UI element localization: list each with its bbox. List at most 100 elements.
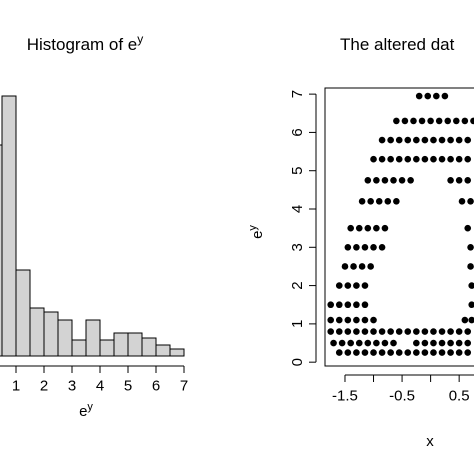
bar [71, 339, 87, 357]
point [378, 136, 386, 144]
bar [15, 269, 31, 357]
point [335, 328, 343, 335]
point [335, 282, 343, 289]
point [433, 92, 440, 100]
y-tick-label: 1 [289, 320, 306, 328]
point [393, 117, 400, 125]
point [367, 198, 374, 205]
x-tick-label: -0.5 [389, 387, 415, 404]
point [387, 328, 394, 335]
point [373, 224, 380, 232]
point [464, 339, 472, 347]
y-tick-label: 5 [289, 167, 306, 175]
point [447, 339, 454, 347]
y-tick-label: 4 [289, 205, 306, 213]
point [424, 92, 432, 100]
point [353, 282, 360, 289]
bar [113, 332, 129, 357]
point [353, 328, 360, 335]
point [455, 136, 463, 144]
point [430, 136, 437, 144]
point [378, 155, 386, 163]
bar [127, 332, 143, 357]
y-tick-label: 3 [289, 243, 306, 251]
point [381, 339, 389, 347]
plot-box [324, 87, 474, 367]
hist-title: Histogram of ey [27, 32, 144, 54]
point [344, 316, 352, 324]
y-tick-label: 7 [289, 90, 306, 98]
point [393, 198, 400, 205]
point [367, 263, 374, 270]
point [341, 263, 349, 270]
point [370, 316, 377, 324]
bar [43, 311, 59, 357]
point [404, 328, 412, 335]
point [441, 92, 449, 100]
point [344, 301, 352, 309]
point [335, 349, 343, 356]
x-tick-label: 2 [40, 377, 48, 394]
point [430, 155, 437, 163]
point [447, 328, 454, 335]
point [470, 117, 474, 125]
point [344, 282, 352, 289]
point [413, 349, 420, 356]
point [353, 243, 360, 251]
point [355, 224, 363, 232]
point [407, 176, 414, 184]
point [467, 263, 474, 270]
point [327, 301, 335, 309]
bar [141, 337, 157, 357]
point [395, 328, 403, 335]
point [370, 243, 377, 251]
x-tick-label: 3 [68, 377, 76, 394]
x-tick-label: 4 [96, 377, 104, 394]
point [404, 155, 412, 163]
point [381, 176, 389, 184]
point [370, 328, 377, 335]
bar [1, 95, 17, 357]
bar [57, 319, 73, 357]
point [338, 339, 346, 347]
point [464, 136, 472, 144]
point [370, 349, 377, 356]
point [347, 339, 354, 347]
bar [29, 307, 45, 357]
point [387, 155, 394, 163]
point [395, 155, 403, 163]
point [413, 155, 420, 163]
point [453, 117, 460, 125]
point [330, 339, 337, 347]
point [378, 328, 386, 335]
point [421, 339, 429, 347]
bar [169, 348, 185, 357]
point [430, 328, 437, 335]
point [353, 349, 360, 356]
point [361, 301, 369, 309]
bar [99, 339, 115, 357]
point [421, 155, 429, 163]
point [364, 224, 372, 232]
point [335, 316, 343, 324]
point [355, 339, 363, 347]
point [461, 117, 469, 125]
point [361, 282, 369, 289]
point [344, 243, 352, 251]
point [435, 117, 443, 125]
point [427, 117, 434, 125]
point [421, 328, 429, 335]
point [370, 155, 377, 163]
y-tick-label: 2 [289, 281, 306, 289]
x-tick-label: 7 [180, 377, 188, 394]
point [344, 328, 352, 335]
point [461, 316, 469, 324]
point [387, 136, 394, 144]
point [438, 136, 446, 144]
point [378, 243, 386, 251]
point [410, 117, 417, 125]
point [413, 339, 420, 347]
point [413, 328, 420, 335]
point [361, 316, 369, 324]
